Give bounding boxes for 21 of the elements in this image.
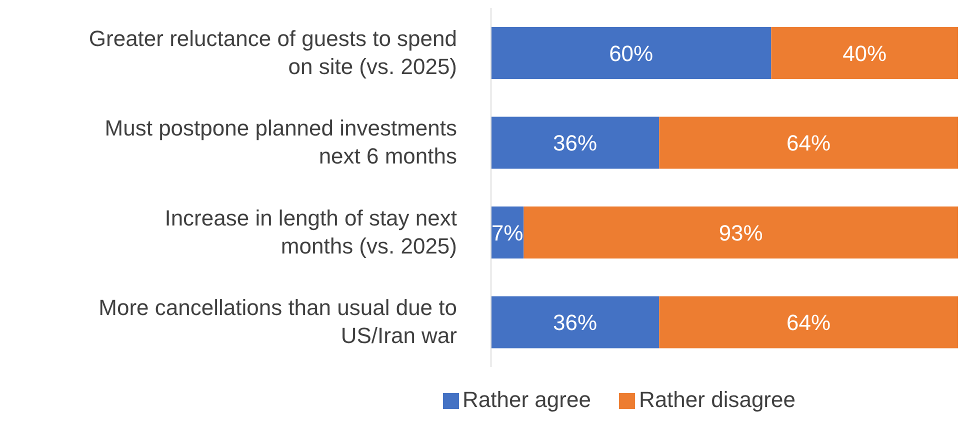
data-label: 36% — [553, 310, 598, 336]
y-tick-label: Must postpone planned investments next 6 months — [104, 116, 457, 169]
bar — [491, 296, 660, 348]
data-label: 7% — [491, 220, 524, 246]
data-label: 93% — [718, 220, 763, 246]
data-label: 60% — [609, 40, 654, 66]
data-label: 40% — [842, 40, 887, 66]
data-label: 36% — [553, 130, 598, 156]
legend-label: Rather disagree — [638, 387, 796, 412]
y-tick-label: Increase in length of stay next months (vs. 2025) — [164, 205, 457, 258]
legend-label: Rather agree — [462, 387, 591, 412]
bar — [659, 116, 958, 169]
bar — [491, 27, 772, 79]
bar — [491, 116, 660, 169]
data-label: 64% — [786, 310, 831, 336]
data-label: 64% — [786, 130, 831, 156]
bar — [771, 27, 958, 79]
y-tick-label: More cancellations than usual due to US/Iran war — [98, 295, 457, 348]
bar — [524, 206, 958, 258]
y-tick-label: Greater reluctance of guests to spend on site (vs. 2025) — [88, 26, 457, 79]
bar — [659, 296, 958, 348]
